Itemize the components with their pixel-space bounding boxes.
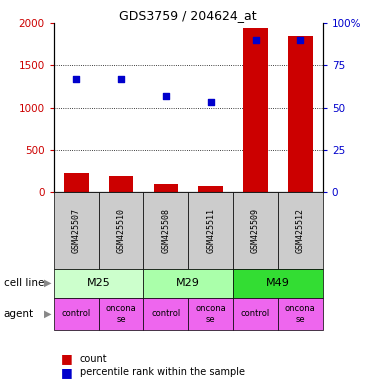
Text: GSM425510: GSM425510 bbox=[116, 208, 125, 253]
Bar bbox=[243, 28, 268, 192]
Bar bbox=[233, 269, 323, 298]
Text: GSM425508: GSM425508 bbox=[161, 208, 170, 253]
Text: count: count bbox=[80, 354, 107, 364]
Bar bbox=[278, 192, 323, 269]
Bar bbox=[54, 269, 144, 298]
Text: control: control bbox=[241, 310, 270, 318]
Text: control: control bbox=[62, 310, 91, 318]
Title: GDS3759 / 204624_at: GDS3759 / 204624_at bbox=[119, 9, 257, 22]
Bar bbox=[54, 298, 99, 330]
Bar bbox=[233, 298, 278, 330]
Text: ■: ■ bbox=[61, 366, 73, 379]
Text: GSM425511: GSM425511 bbox=[206, 208, 215, 253]
Text: M25: M25 bbox=[87, 278, 111, 288]
Bar bbox=[144, 192, 188, 269]
Bar bbox=[188, 192, 233, 269]
Bar bbox=[288, 36, 313, 192]
Bar bbox=[99, 192, 144, 269]
Text: oncona
se: oncona se bbox=[285, 304, 316, 324]
Point bbox=[208, 99, 214, 106]
Bar bbox=[54, 192, 99, 269]
Text: percentile rank within the sample: percentile rank within the sample bbox=[80, 367, 245, 377]
Point bbox=[73, 76, 79, 82]
Text: GSM425512: GSM425512 bbox=[296, 208, 305, 253]
Text: ▶: ▶ bbox=[45, 278, 52, 288]
Text: agent: agent bbox=[4, 309, 34, 319]
Bar bbox=[278, 298, 323, 330]
Point bbox=[163, 93, 169, 99]
Bar bbox=[109, 176, 133, 192]
Point bbox=[253, 37, 259, 43]
Bar bbox=[188, 298, 233, 330]
Bar bbox=[99, 298, 144, 330]
Text: oncona
se: oncona se bbox=[106, 304, 137, 324]
Text: M29: M29 bbox=[176, 278, 200, 288]
Text: control: control bbox=[151, 310, 181, 318]
Text: ■: ■ bbox=[61, 353, 73, 366]
Text: M49: M49 bbox=[266, 278, 290, 288]
Text: cell line: cell line bbox=[4, 278, 44, 288]
Text: GSM425507: GSM425507 bbox=[72, 208, 81, 253]
Bar bbox=[144, 269, 233, 298]
Text: oncona
se: oncona se bbox=[195, 304, 226, 324]
Point bbox=[118, 76, 124, 82]
Text: ▶: ▶ bbox=[45, 309, 52, 319]
Bar bbox=[144, 298, 188, 330]
Bar bbox=[64, 173, 89, 192]
Point bbox=[298, 37, 303, 43]
Bar bbox=[154, 184, 178, 192]
Bar bbox=[198, 186, 223, 192]
Bar bbox=[233, 192, 278, 269]
Text: GSM425509: GSM425509 bbox=[251, 208, 260, 253]
